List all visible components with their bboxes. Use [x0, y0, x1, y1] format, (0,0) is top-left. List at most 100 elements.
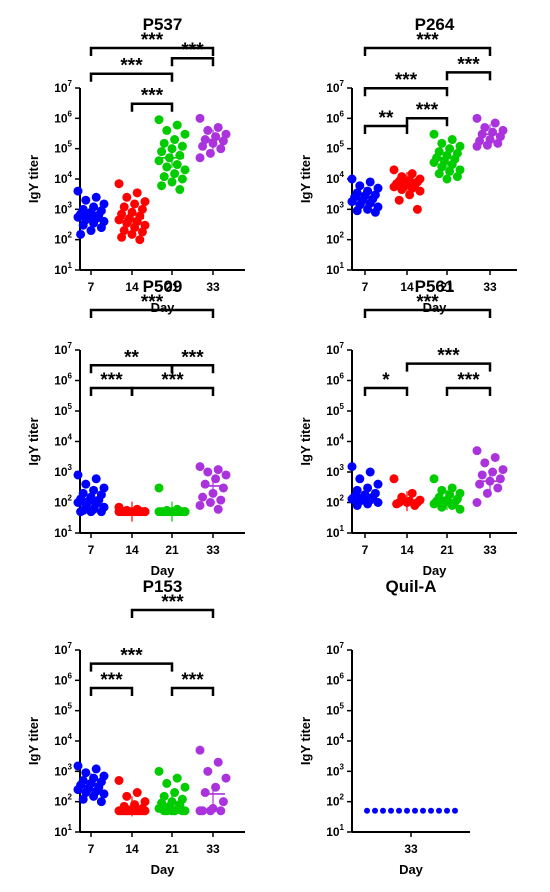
y-tick-label: 107 [326, 641, 344, 657]
data-point [130, 199, 140, 209]
data-point [445, 166, 455, 176]
y-axis-label: IgY titer [26, 717, 41, 765]
data-point [493, 138, 503, 148]
significance-bracket [363, 308, 492, 318]
data-point [114, 215, 124, 225]
data-point [200, 479, 210, 489]
y-tick-label: 107 [326, 79, 344, 95]
y-tick-exponent: 1 [340, 823, 345, 832]
data-point [180, 129, 190, 139]
data-point [159, 806, 169, 816]
data-point [452, 807, 458, 814]
data-point [437, 485, 447, 495]
y-tick-exponent: 1 [68, 524, 73, 533]
x-axis-label: Day [151, 563, 176, 578]
data-point [198, 141, 208, 151]
data-point [373, 498, 383, 507]
data-point [218, 136, 228, 146]
x-tick-label: 33 [483, 280, 497, 294]
y-tick-exponent: 5 [68, 702, 73, 711]
data-point [447, 500, 457, 510]
data-point [81, 479, 91, 489]
data-point [447, 135, 457, 145]
data-point [213, 122, 223, 132]
significance-label: * [382, 370, 390, 391]
significance-bracket [363, 124, 409, 134]
y-tick-label: 104 [54, 170, 72, 186]
data-point [91, 192, 101, 202]
data-point [137, 806, 147, 816]
x-tick-label: 33 [483, 543, 497, 557]
data-point [117, 232, 127, 242]
data-point [429, 474, 439, 484]
data-point [347, 174, 357, 184]
y-tick-exponent: 6 [340, 671, 345, 680]
data-point [140, 197, 150, 207]
y-tick-exponent: 2 [340, 231, 345, 240]
data-point [162, 125, 172, 135]
y-tick-label: 103 [54, 762, 72, 778]
data-point [122, 791, 132, 801]
x-tick-label: 33 [206, 280, 220, 294]
data-point [162, 162, 172, 172]
data-point [162, 778, 172, 788]
y-tick-exponent: 3 [340, 463, 345, 472]
chart-panel-quil-a: 101 102 103 104 105 106 107 Quil-A IgY titer Day 3… [298, 577, 470, 877]
data-point [172, 160, 182, 170]
y-tick-exponent: 5 [340, 140, 345, 149]
data-point [119, 806, 129, 816]
significance-label: *** [161, 370, 184, 391]
data-point [154, 507, 164, 517]
data-point [177, 174, 187, 184]
significance-label: ** [379, 108, 394, 129]
y-tick-exponent: 1 [340, 261, 345, 270]
data-point [365, 177, 375, 187]
data-point [96, 507, 106, 517]
data-point [394, 195, 404, 205]
data-point [76, 229, 86, 239]
data-point [205, 806, 215, 816]
data-point [180, 782, 190, 792]
y-tick-label: 106 [54, 372, 72, 388]
y-tick-label: 107 [326, 341, 344, 357]
y-tick-exponent: 1 [68, 823, 73, 832]
y-tick-exponent: 6 [68, 671, 73, 680]
y-tick-exponent: 6 [68, 372, 73, 381]
data-point [203, 125, 213, 135]
data-point [415, 186, 425, 196]
data-point [452, 172, 462, 182]
data-point [493, 483, 503, 493]
data-point [78, 220, 88, 230]
y-tick-label: 105 [54, 702, 72, 718]
chart-title: P537 [143, 15, 183, 34]
data-point [76, 507, 86, 517]
data-point [412, 204, 422, 214]
data-point [170, 135, 180, 145]
significance-bracket [170, 364, 215, 374]
chart-title: P153 [143, 577, 183, 596]
data-point [154, 766, 164, 776]
data-point [216, 806, 226, 816]
y-axis-label: IgY titer [26, 155, 41, 203]
chart-title: Quil-A [386, 577, 437, 596]
x-axis-label: Day [399, 862, 424, 877]
data-point [364, 807, 370, 814]
significance-bracket [445, 71, 492, 81]
y-tick-label: 107 [54, 641, 72, 657]
significance-bracket [89, 72, 174, 82]
data-point [203, 467, 213, 477]
y-tick-label: 102 [326, 231, 344, 247]
y-tick-exponent: 2 [68, 793, 73, 802]
data-point [89, 791, 99, 801]
data-point [355, 474, 365, 484]
significance-bracket [89, 308, 215, 318]
data-point [216, 495, 226, 505]
y-tick-exponent: 4 [68, 170, 73, 179]
chart-title: P264 [415, 15, 455, 34]
data-point [172, 773, 182, 783]
y-tick-label: 101 [326, 261, 344, 277]
significance-label: *** [161, 592, 184, 613]
y-tick-label: 106 [326, 109, 344, 125]
data-point [352, 206, 362, 216]
